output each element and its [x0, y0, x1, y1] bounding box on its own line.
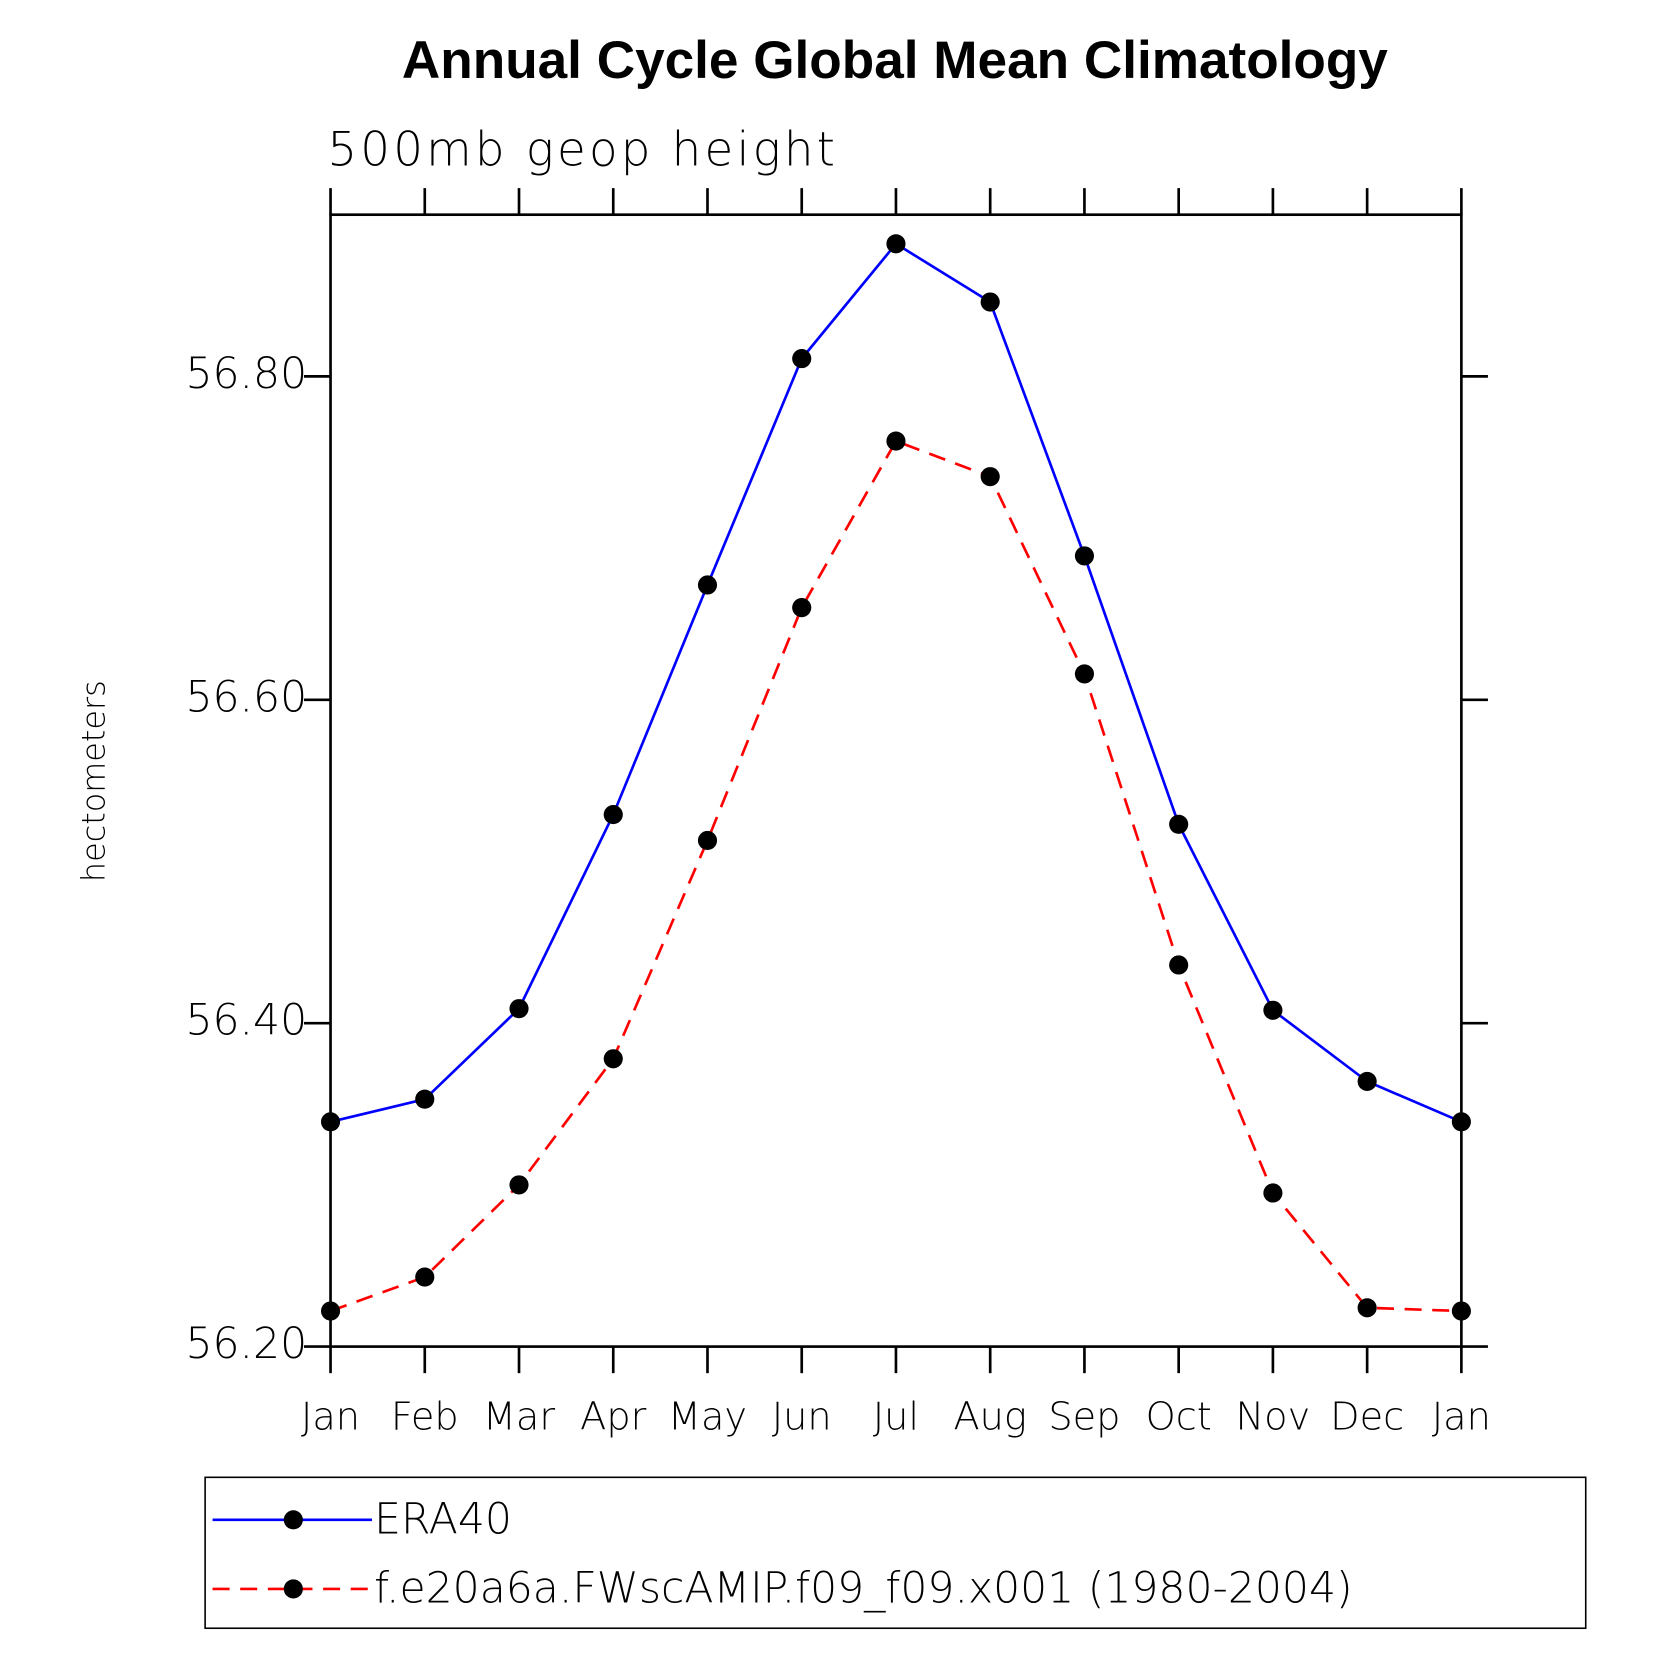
- data-point: [792, 349, 812, 369]
- data-point: [697, 575, 718, 595]
- x-tick-label: Jan: [1432, 1394, 1491, 1439]
- data-point: [1263, 1000, 1283, 1020]
- x-tick-label: Oct: [1146, 1394, 1212, 1439]
- data-point: [320, 1301, 341, 1321]
- data-point: [320, 1112, 341, 1132]
- x-tick-label: Mar: [483, 1394, 555, 1439]
- data-point: [886, 431, 906, 451]
- chart-subtitle: 500mb geop height: [327, 124, 838, 178]
- data-point: [509, 1175, 529, 1195]
- data-point: [792, 598, 812, 618]
- x-tick-label: Aug: [954, 1394, 1027, 1439]
- data-point: [886, 234, 906, 254]
- data-point: [1074, 664, 1094, 684]
- data-point: [415, 1267, 435, 1287]
- y-tick-label: 56.40: [185, 997, 307, 1046]
- data-point: [1357, 1071, 1377, 1091]
- legend-label: ERA40: [374, 1495, 512, 1544]
- data-point: [697, 830, 718, 851]
- legend-marker: [283, 1579, 303, 1599]
- data-point: [1263, 1183, 1283, 1203]
- plot-frame: [329, 213, 1463, 1348]
- data-point: [603, 805, 623, 825]
- series-line: [330, 439, 1462, 1313]
- x-tick-label: Sep: [1048, 1394, 1120, 1439]
- legend-marker: [283, 1510, 303, 1530]
- x-tick-label: Jan: [301, 1394, 360, 1439]
- data-point: [1451, 1112, 1471, 1132]
- legend-label: f.e20a6a.FWscAMIP.f09_f09.x001 (1980-200…: [374, 1565, 1352, 1614]
- x-tick-label: Feb: [391, 1394, 459, 1439]
- x-tick-label: Jul: [873, 1394, 919, 1439]
- y-tick-label: 56.60: [185, 673, 307, 722]
- data-point: [1451, 1301, 1471, 1321]
- data-point: [415, 1089, 435, 1109]
- x-tick-label: Jun: [772, 1394, 832, 1439]
- x-tick-label: Apr: [580, 1394, 646, 1439]
- chart-title: Annual Cycle Global Mean Climatology: [402, 31, 1388, 90]
- data-point: [1169, 814, 1189, 834]
- data-point: [603, 1049, 623, 1069]
- x-tick-label: Nov: [1236, 1394, 1311, 1439]
- data-point: [1169, 955, 1189, 975]
- data-point: [980, 467, 1000, 487]
- y-tick-label: 56.80: [185, 350, 307, 399]
- y-axis-label: hectometers: [75, 680, 113, 882]
- legend-box: [204, 1476, 1587, 1630]
- x-tick-label: May: [668, 1394, 747, 1439]
- data-point: [509, 999, 529, 1019]
- data-point: [1074, 546, 1094, 566]
- data-point: [980, 292, 1000, 312]
- data-point: [1357, 1298, 1377, 1318]
- series-line: [330, 242, 1462, 1124]
- y-tick-label: 56.20: [185, 1320, 307, 1369]
- x-tick-label: Dec: [1330, 1394, 1404, 1439]
